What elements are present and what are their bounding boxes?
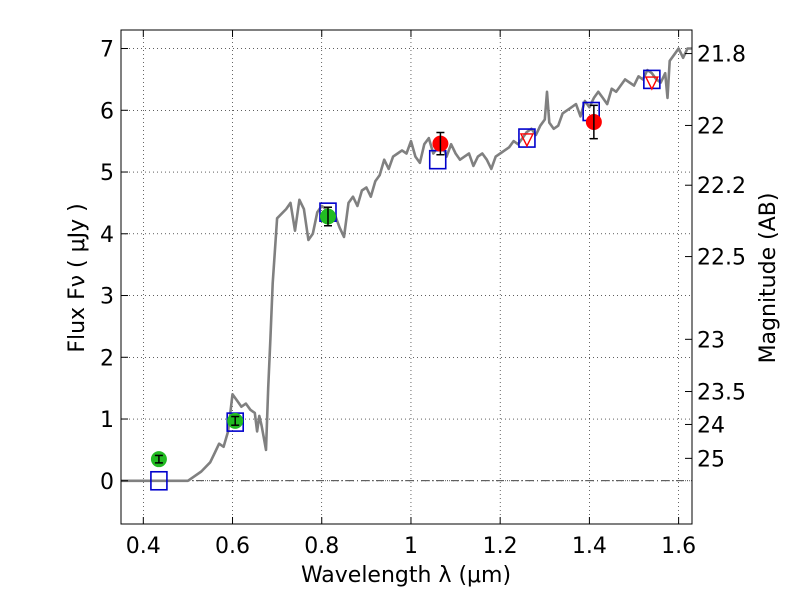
y-tick-label: 2 xyxy=(100,346,114,371)
magnitude-tick-label: 23.5 xyxy=(697,381,746,406)
right-axis-label: Magnitude (AB) xyxy=(756,193,781,364)
model-photometry-square xyxy=(150,470,168,491)
magnitude-tick-label: 22.5 xyxy=(697,246,746,271)
upper-limit-triangle xyxy=(644,76,659,91)
magnitude-tick-label: 22 xyxy=(697,114,725,139)
y-tick-label: 5 xyxy=(100,161,114,186)
upper-limit-triangle xyxy=(519,133,535,148)
y-axis-label: Flux Fν ( μJy ) xyxy=(65,203,90,352)
magnitude-tick-label: 22.2 xyxy=(697,174,746,199)
sed-line-layer xyxy=(121,47,692,483)
x-axis-label: Wavelength λ (μm) xyxy=(301,563,511,588)
x-tick-label: 1.4 xyxy=(572,534,607,559)
magnitude-tick-label: 23 xyxy=(697,328,725,353)
x-tick-label: 1 xyxy=(404,534,418,559)
magnitude-tick-labels: 21.8 22 22.2 22.5 23 23.5 24 25 xyxy=(697,43,746,473)
y-tick-label: 6 xyxy=(100,99,114,124)
y-tick-label: 1 xyxy=(100,408,114,433)
y-tick-label: 0 xyxy=(100,470,114,495)
magnitude-tick-label: 21.8 xyxy=(697,43,746,68)
y-tick-label: 4 xyxy=(100,223,114,248)
x-tick-label: 0.4 xyxy=(126,534,161,559)
y-tick-label: 7 xyxy=(100,38,114,63)
magnitude-tick-label: 25 xyxy=(697,447,725,472)
y-tick-labels: 0 1 2 3 4 5 6 7 xyxy=(100,38,114,495)
sed-line xyxy=(121,47,692,483)
x-tick-label: 1.2 xyxy=(483,534,518,559)
magnitude-tick-label: 24 xyxy=(697,413,725,438)
marker-layer xyxy=(150,69,661,491)
plot-frame xyxy=(120,29,693,525)
axis-ticks xyxy=(121,30,692,524)
x-tick-labels: 0.4 0.6 0.8 1 1.2 1.4 1.6 xyxy=(126,534,696,559)
y-tick-label: 3 xyxy=(100,285,114,310)
x-tick-label: 1.6 xyxy=(661,534,696,559)
x-tick-label: 0.6 xyxy=(215,534,250,559)
x-tick-label: 0.8 xyxy=(304,534,339,559)
